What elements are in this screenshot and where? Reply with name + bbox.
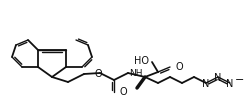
Text: N: N — [202, 79, 210, 89]
Text: O: O — [175, 62, 183, 72]
Text: O: O — [94, 69, 102, 79]
Text: O: O — [119, 87, 127, 97]
Text: HO: HO — [134, 56, 149, 66]
Text: N: N — [226, 79, 234, 89]
Text: NH: NH — [129, 69, 143, 78]
Text: N: N — [214, 73, 222, 83]
Text: −: − — [235, 75, 244, 85]
